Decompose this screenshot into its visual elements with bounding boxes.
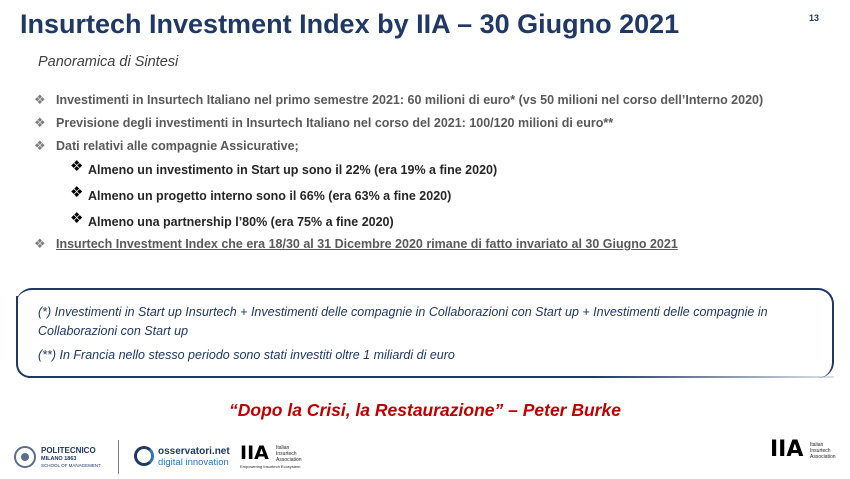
notes-box-frame-left [16, 296, 30, 378]
diamond-bullet-icon: ❖ [34, 115, 46, 130]
sub-bullet-item: ❖ Almeno un investimento in Start up son… [70, 158, 498, 177]
iia-logo-small: IIA Italian Insurtech Association Empowe… [240, 442, 302, 469]
sub-bullet-item: ❖ Almeno un progetto interno sono il 66%… [70, 184, 452, 203]
politecnico-logo: POLITECNICO MILANO 1863 SCHOOL OF MANAGE… [14, 446, 114, 470]
diamond-bullet-icon: ❖ [34, 138, 46, 153]
osservatori-ring-icon [134, 446, 154, 466]
iia-logo: IIA Italian Insurtech Association [770, 437, 836, 462]
diamond-bullet-icon: ❖ [70, 210, 84, 227]
footer: POLITECNICO MILANO 1863 SCHOOL OF MANAGE… [0, 432, 850, 479]
diamond-bullet-icon: ❖ [70, 158, 84, 175]
notes-box-frame [16, 288, 834, 378]
footnote-1: (*) Investimenti in Start up Insurtech +… [38, 305, 768, 338]
bullet-item: ❖ Previsione degli investimenti in Insur… [34, 115, 614, 130]
slide-subtitle: Panoramica di Sintesi [38, 54, 179, 70]
notes-box-frame-bottom [28, 376, 834, 378]
notes-box: (*) Investimenti in Start up Insurtech +… [38, 303, 808, 365]
bullet-list: ❖ Investimenti in Insurtech Italiano nel… [34, 91, 824, 258]
footnote-2: (**) In Francia nello stesso periodo son… [38, 348, 455, 362]
sub-bullet-item: ❖ Almeno una partnership l’80% (era 75% … [70, 210, 394, 229]
diamond-bullet-icon: ❖ [34, 92, 46, 107]
bullet-item: ❖ Insurtech Investment Index che era 18/… [34, 236, 678, 251]
page-number: 13 [809, 13, 820, 23]
bullet-item: ❖ Investimenti in Insurtech Italiano nel… [34, 92, 764, 107]
slide-title: Insurtech Investment Index by IIA – 30 G… [20, 9, 680, 39]
seal-icon [14, 446, 36, 468]
footer-divider [118, 440, 119, 474]
diamond-bullet-icon: ❖ [34, 236, 46, 251]
osservatori-logo: osservatori.net digital innovation [134, 444, 234, 470]
quote: “Dopo la Crisi, la Restaurazione” – Pete… [229, 400, 621, 420]
bullet-item: ❖ Dati relativi alle compagnie Assicurat… [34, 138, 299, 153]
diamond-bullet-icon: ❖ [70, 184, 84, 201]
